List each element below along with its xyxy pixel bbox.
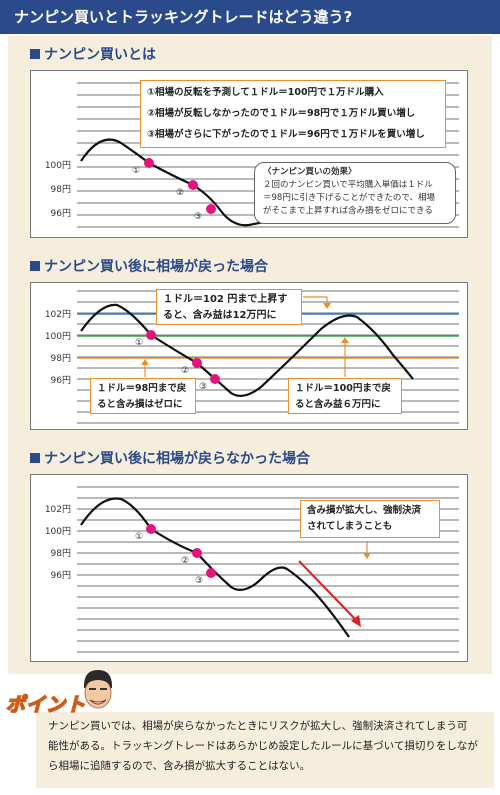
- presenter-face-icon: [84, 670, 112, 709]
- y-tick-label: 98円: [51, 353, 71, 364]
- point-line-1: ナンピン買いでは、相場が戻らなかったときにリスクが拡大し、強制決済されてしまう可: [48, 720, 468, 732]
- point-line-2: 能性がある。トラッキングトレードはあらかじめ設定したルールに基づいて損切りをしな…: [48, 740, 478, 752]
- callout-right-arrowhead: [341, 337, 349, 343]
- loss-arrow-line: [298, 560, 358, 622]
- y-tick-label: 102円: [45, 309, 71, 320]
- callout-left-line-1: １ドル＝98円まで戻: [97, 383, 187, 394]
- buy-point-label-3: ③: [194, 212, 202, 222]
- step-3: ③相場がさらに下がったので１ドル＝96円で１万ドルを買い増し: [147, 129, 425, 140]
- buy-point-2: [192, 548, 202, 558]
- step-2: ②相場が反転しなかったので１ドル＝98円で１万ドル買い増し: [147, 108, 416, 119]
- buy-point-label-2: ②: [176, 188, 184, 198]
- price-line: [80, 303, 414, 398]
- y-tick-label: 98円: [51, 184, 71, 195]
- buy-point-label-1: ①: [135, 532, 143, 542]
- callout-left-line-2: ると含み損はゼロに: [97, 399, 183, 410]
- section-3-heading: ナンピン買い後に相場が戻らなかった場合: [30, 448, 310, 468]
- buy-point-3: [206, 204, 216, 214]
- y-tick-label: 96円: [51, 570, 71, 581]
- y-tick-label: 100円: [45, 526, 71, 537]
- section-1-heading: ナンピン買いとは: [30, 44, 156, 64]
- effect-line-3: がそこまで上昇すれば含み損をゼロにできる: [263, 206, 433, 216]
- callout-loss: 含み損が拡大し、強制決済 されてしまうことも: [300, 500, 440, 538]
- callout-left-arrowhead: [141, 359, 149, 365]
- buy-point-label-3: ③: [195, 576, 203, 586]
- buy-point-label-1: ①: [132, 166, 140, 176]
- y-tick-label: 100円: [45, 331, 71, 342]
- price-line: [80, 138, 270, 227]
- callout-right-line-2: ると含み益６万円に: [295, 399, 381, 410]
- callout-top-line-2: ると、含み益は12万円に: [163, 310, 277, 321]
- steps-box: ①相場の反転を予測して１ドル＝100円で１万ドル購入 ②相場が反転しなかったので…: [140, 80, 446, 148]
- chart-market-not-recovered: 102円 100円 98円 96円 ① ② ③: [30, 474, 468, 662]
- buy-point-1: [146, 524, 156, 534]
- y-tick-label: 96円: [51, 375, 71, 386]
- buy-point-label-1: ①: [135, 338, 143, 348]
- callout-right-line-1: １ドル＝100円まで戻: [295, 383, 391, 394]
- effect-line-1: ２回のナンピン買いで平均購入単価は１ドル: [263, 180, 433, 190]
- buy-point-1: [144, 158, 154, 168]
- loss-arrow-head: [351, 615, 361, 627]
- callout-top-arrowhead: [323, 303, 331, 309]
- callout-loss-line-1: 含み損が拡大し、強制決済: [307, 505, 422, 516]
- callout-loss-line-2: されてしまうことも: [307, 521, 393, 532]
- y-tick-label: 96円: [51, 208, 71, 219]
- callout-top: １ドル＝102 円まで上昇す ると、含み益は12万円に: [156, 289, 302, 325]
- callout-loss-arrowhead: [363, 553, 371, 559]
- buy-point-2: [192, 358, 202, 368]
- callout-top-line-1: １ドル＝102 円まで上昇す: [163, 294, 288, 305]
- y-tick-label: 100円: [45, 160, 71, 171]
- point-line-3: ら相場に追随するので、含み損が拡大することはない。: [48, 760, 311, 772]
- effect-title: 〈ナンピン買いの効果〉: [263, 167, 357, 177]
- buy-point-3: [206, 568, 216, 578]
- point-text-box: ナンピン買いでは、相場が戻らなかったときにリスクが拡大し、強制決済されてしまう可…: [36, 712, 494, 788]
- callout-right: １ドル＝100円まで戻 ると含み益６万円に: [288, 378, 402, 414]
- buy-point-label-3: ③: [199, 382, 207, 392]
- buy-point-3: [210, 374, 220, 384]
- section-2-heading: ナンピン買い後に相場が戻った場合: [30, 256, 268, 276]
- effect-box: 〈ナンピン買いの効果〉 ２回のナンピン買いで平均購入単価は１ドル ＝98円に引き…: [254, 162, 456, 224]
- y-tick-label: 102円: [45, 504, 71, 515]
- buy-point-label-2: ②: [181, 556, 189, 566]
- callout-left: １ドル＝98円まで戻 ると含み損はゼロに: [90, 378, 196, 414]
- buy-point-2: [188, 180, 198, 190]
- y-tick-label: 98円: [51, 548, 71, 559]
- step-1: ①相場の反転を予測して１ドル＝100円で１万ドル購入: [147, 87, 384, 98]
- chart-3-graph: 102円 100円 98円 96円 ① ②③: [45, 486, 459, 653]
- effect-line-2: ＝98円に引き下げることができたので、相場: [263, 193, 435, 203]
- buy-point-1: [146, 330, 156, 340]
- point-label: ポイント: [5, 693, 87, 717]
- buy-point-label-2: ②: [181, 366, 189, 376]
- page-title: ナンピン買いとトラッキングトレードはどう違う?: [0, 0, 500, 34]
- price-line: [80, 497, 350, 638]
